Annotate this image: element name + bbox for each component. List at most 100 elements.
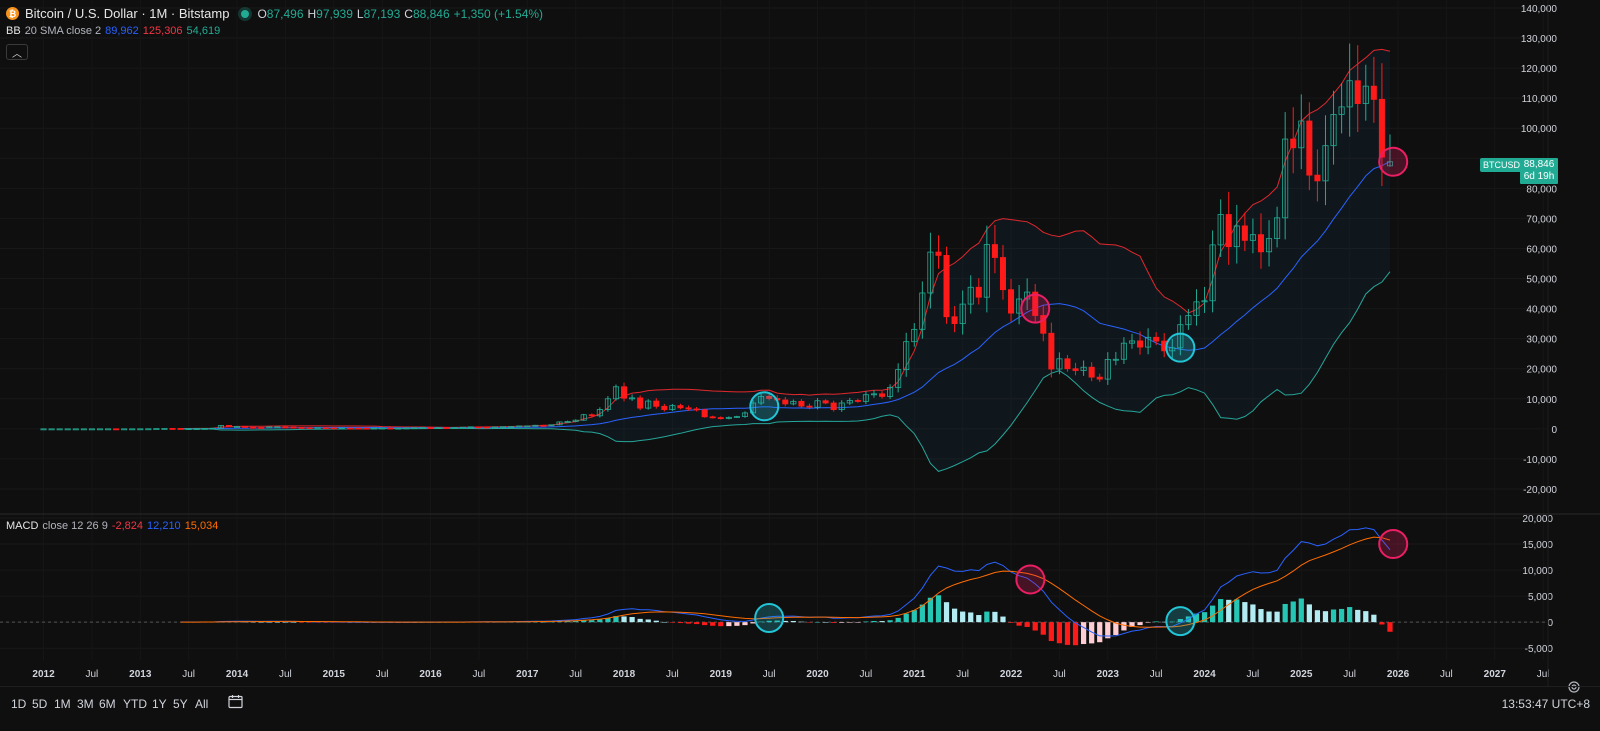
candle-body — [72, 428, 79, 431]
macd-hist-bar — [645, 619, 651, 623]
macd-hist-bar — [1040, 622, 1046, 635]
candle-body — [637, 397, 644, 409]
candle-body — [653, 400, 660, 407]
candle-body — [427, 427, 434, 429]
candle-body — [1072, 368, 1079, 371]
range-button-6m[interactable]: 6M — [99, 697, 116, 711]
candle-body — [782, 399, 789, 405]
signal-markers — [749, 146, 1409, 637]
candle-body — [379, 427, 386, 430]
macd-hist-bar — [1387, 622, 1393, 632]
clock-timezone[interactable]: 13:53:47 UTC+8 — [1501, 697, 1590, 711]
market-status-icon — [241, 9, 250, 18]
pink-signal-marker — [1378, 146, 1409, 177]
candle-body — [56, 428, 63, 431]
time-tick-label: Jul — [1247, 669, 1260, 680]
macd-hist-bar — [855, 622, 861, 623]
candle-body — [193, 428, 200, 430]
range-button-3m[interactable]: 3M — [77, 697, 94, 711]
candle-body — [1378, 98, 1385, 158]
candle-body — [209, 427, 216, 430]
range-button-ytd[interactable]: YTD — [123, 697, 147, 711]
macd-signal-value: 15,034 — [184, 520, 219, 532]
range-button-1y[interactable]: 1Y — [152, 697, 167, 711]
candle-body — [483, 426, 490, 429]
candle-body — [814, 400, 821, 408]
candle-body — [298, 427, 305, 429]
time-tick-label: 2025 — [1290, 669, 1313, 680]
price-tick-label: 50,000 — [1526, 275, 1557, 286]
macd-hist-bar — [951, 608, 958, 623]
macd-hist-bar — [315, 622, 321, 623]
candle-body — [895, 369, 902, 388]
macd-hist-bar — [935, 595, 942, 623]
macd-hist-bar — [1242, 602, 1248, 623]
candle-body — [363, 427, 370, 430]
candle-body — [967, 286, 974, 305]
time-axis: 2012 Jul 2013 Jul 2014 Jul 2015 Jul 2016 Jul 2017 J… — [32, 669, 1549, 680]
symbol-title[interactable]: Bitcoin / U.S. Dollar · 1M · Bitstamp — [25, 6, 230, 21]
candle-body — [669, 405, 676, 411]
collapse-legend-button[interactable]: ︿ — [6, 44, 28, 60]
candle-body — [330, 427, 337, 430]
range-button-1d[interactable]: 1D — [11, 697, 27, 711]
cyan-signal-marker — [754, 602, 785, 633]
macd-hist-bar — [774, 620, 780, 623]
range-button-all[interactable]: All — [195, 697, 209, 711]
macd-hist-bar — [871, 620, 877, 623]
candle-body — [862, 394, 869, 402]
price-tick-label: 120,000 — [1521, 64, 1558, 75]
candle-body — [822, 400, 829, 404]
candle-body — [96, 428, 103, 431]
macd-hist-bar — [597, 619, 603, 623]
candle-body — [1354, 80, 1361, 104]
calendar-goto-icon[interactable] — [228, 694, 243, 709]
macd-hist-bar — [581, 620, 587, 623]
bb-basis-value: 89,962 — [105, 25, 139, 37]
bb-lower-value: 54,619 — [186, 25, 221, 37]
macd-hist-bar — [822, 622, 829, 623]
price-tick-label: -20,000 — [1523, 485, 1557, 496]
candle-body — [951, 316, 958, 325]
candle-body — [387, 427, 394, 430]
candle-body — [250, 426, 257, 429]
candle-body — [1185, 315, 1192, 326]
macd-hist-bar — [1177, 618, 1183, 623]
macd-hist-bar — [613, 616, 619, 623]
range-button-5d[interactable]: 5D — [32, 697, 48, 711]
candle-body — [1120, 342, 1127, 360]
time-tick-label: Jul — [1537, 669, 1550, 680]
macd-hist-bar — [782, 620, 788, 623]
candle-body — [830, 402, 837, 411]
macd-hist-bar — [290, 622, 297, 623]
bollinger-legend[interactable]: BB 20 SMA close 2 89,962 125,306 54,619 — [6, 25, 221, 37]
candle-body — [733, 416, 740, 418]
candle-body — [290, 426, 297, 429]
macd-hist-bar — [1169, 621, 1175, 623]
bitcoin-logo-icon: ₿ — [6, 7, 19, 20]
time-tick-label: Jul — [376, 669, 389, 680]
macd-legend[interactable]: MACD close 12 26 9 -2,824 12,210 15,034 — [6, 520, 219, 532]
candle-body — [185, 428, 192, 430]
candle-body — [234, 426, 241, 428]
macd-hist-bar — [702, 622, 708, 626]
candle-body — [371, 427, 378, 430]
candle-body — [322, 427, 329, 430]
candle-body — [1282, 138, 1289, 219]
settings-gear-icon[interactable] — [1568, 681, 1580, 693]
macd-hist-bar — [984, 611, 990, 623]
candle-body — [1298, 120, 1305, 149]
candle-body — [524, 425, 531, 428]
macd-hist-bar — [1363, 611, 1369, 623]
candle-body — [1040, 315, 1047, 334]
macd-hist-bar — [669, 622, 676, 623]
macd-hist-bar — [790, 621, 796, 623]
candle-body — [983, 244, 990, 298]
candle-body — [1241, 225, 1248, 241]
range-button-1m[interactable]: 1M — [54, 697, 71, 711]
macd-hist-bar — [1306, 604, 1312, 623]
candle-body — [540, 424, 547, 427]
macd-hist-bar — [726, 622, 732, 627]
range-button-5y[interactable]: 5Y — [173, 697, 188, 711]
